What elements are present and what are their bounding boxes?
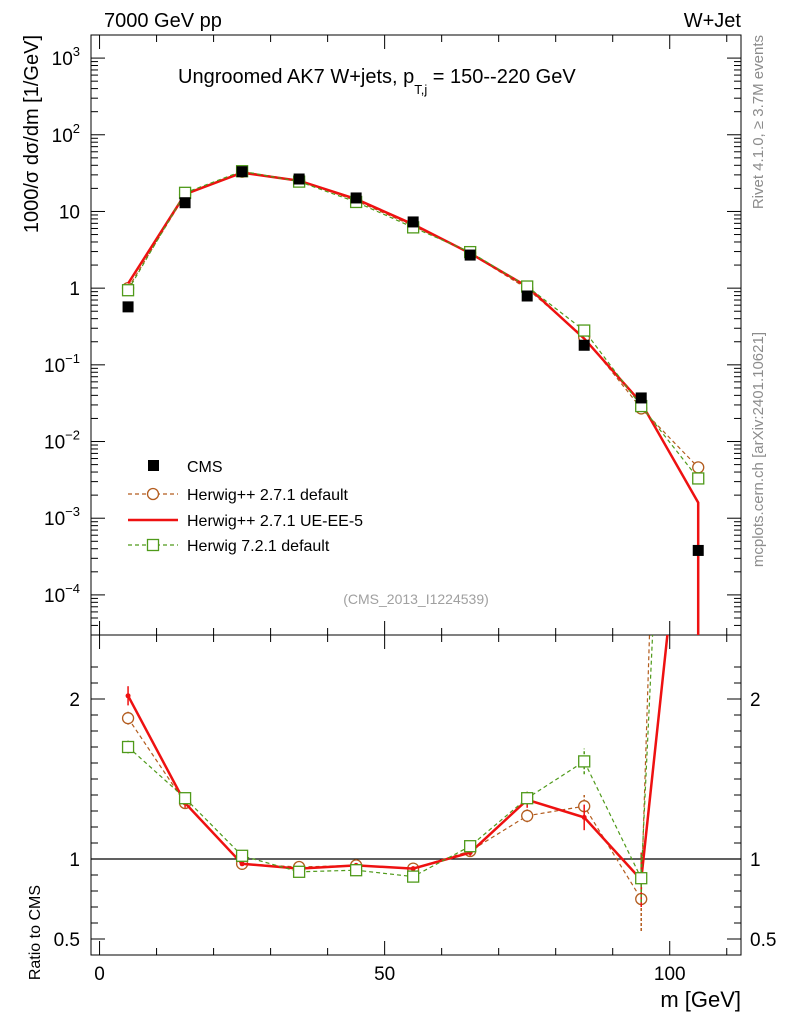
legend-marker-herwigpp-default	[146, 487, 160, 501]
y-tick-label: 10−4	[44, 581, 80, 607]
series-point-herwig-7-2-1-default	[578, 324, 591, 337]
analysis-id: (CMS_2013_I1224539)	[343, 591, 489, 607]
ratio-point-herwig-7-2-1-default	[235, 849, 249, 862]
ratio-point-herwig-7-2-1-default	[349, 864, 363, 877]
legend-marker-herwig7	[146, 538, 160, 552]
series-line-herwig-2-7-1-default	[127, 171, 699, 468]
y-tick-label: 10	[59, 202, 80, 223]
y-tick-label: 10−2	[44, 428, 80, 454]
series-point-herwig-7-2-1-default	[521, 280, 534, 293]
ratio-point-herwig-2-7-1-default	[521, 809, 534, 822]
data-point-cms	[635, 392, 647, 404]
series-line-herwig-2-7-1-ue-ee-5	[127, 171, 700, 635]
ratio-tick-label-right: 0.5	[750, 930, 776, 951]
data-point-cms	[521, 290, 533, 302]
legend-label-herwig7: Herwig 7.2.1 default	[187, 538, 330, 555]
data-point-cms	[350, 192, 362, 204]
plot-title: Ungroomed AK7 W+jets, pT,j = 150--220 Ge…	[178, 66, 576, 97]
ratio-line-herwig-2-7-1-ue-ee-5	[126, 635, 669, 883]
data-point-cms	[692, 544, 704, 556]
x-tick-label: 50	[374, 964, 395, 985]
ratio-tick-label-left: 0.5	[54, 930, 80, 951]
ratio-point-herwig-7-2-1-default	[521, 792, 534, 805]
ratio-point-herwig-2-7-1-ue-ee-5	[239, 861, 245, 867]
y-tick-label: 103	[52, 44, 80, 70]
y-axis-label: 1000/σ dσ/dm [1/GeV]	[21, 35, 43, 233]
legend-label-herwigpp-ueee5: Herwig++ 2.7.1 UE-EE-5	[187, 513, 363, 530]
ratio-tick-label-right: 1	[750, 850, 761, 871]
series-point-herwig-7-2-1-default	[121, 284, 135, 297]
energy-label: 7000 GeV pp	[104, 10, 222, 32]
data-point-cms	[464, 249, 476, 261]
ratio-point-herwig-7-2-1-default	[292, 865, 306, 878]
ratio-point-herwig-7-2-1-default	[464, 840, 477, 853]
process-label: W+Jet	[684, 10, 742, 32]
ratio-point-herwig-2-7-1-ue-ee-5	[125, 693, 131, 699]
ratio-series-group	[121, 345, 701, 931]
ratio-line-herwig-2-7-1-default	[127, 635, 651, 902]
data-point-cms	[122, 301, 134, 313]
ratio-tick-label-right: 2	[750, 690, 761, 711]
legend: CMS Herwig++ 2.7.1 default Herwig++ 2.7.…	[128, 459, 363, 555]
ratio-point-herwig-7-2-1-default	[406, 870, 420, 883]
ratio-point-herwig-7-2-1-default	[635, 872, 648, 885]
series-point-herwig-2-7-1-default	[692, 461, 705, 474]
legend-marker-cms	[148, 460, 159, 471]
data-point-cms	[407, 216, 419, 228]
series-point-herwig-7-2-1-default	[178, 186, 192, 199]
ratio-point-herwig-7-2-1-default	[121, 740, 135, 754]
data-point-cms	[578, 339, 590, 351]
ratio-tick-label-left: 1	[69, 850, 80, 871]
legend-label-cms: CMS	[187, 459, 223, 476]
ratio-point-herwig-2-7-1-ue-ee-5	[581, 814, 587, 820]
rivet-label: Rivet 4.1.0, ≥ 3.7M events	[750, 35, 767, 209]
x-tick-label: 0	[94, 964, 105, 985]
ratio-axis-label: Ratio to CMS	[27, 885, 44, 980]
y-tick-label: 10−3	[44, 504, 80, 530]
series-point-herwig-7-2-1-default	[692, 472, 705, 485]
ratio-point-herwig-7-2-1-default	[578, 755, 591, 768]
ratio-tick-label-left: 2	[69, 690, 80, 711]
y-tick-label: 1	[69, 279, 80, 300]
ratio-point-herwig-2-7-1-default	[121, 712, 135, 725]
y-tick-label: 10−1	[44, 351, 80, 377]
data-point-cms	[179, 197, 191, 209]
y-tick-label: 102	[52, 121, 80, 147]
x-axis-label: m [GeV]	[660, 987, 741, 1012]
main-series-group	[121, 165, 705, 635]
data-point-cms	[293, 173, 305, 185]
ratio-line-herwig-7-2-1-default	[127, 635, 654, 879]
ratio-point-herwig-2-7-1-ue-ee-5	[696, 345, 701, 350]
x-tick-label: 100	[654, 964, 686, 985]
series-layer	[121, 165, 705, 931]
data-point-cms	[236, 166, 248, 178]
legend-label-herwigpp-default: Herwig++ 2.7.1 default	[187, 487, 349, 504]
mcplots-label: mcplots.cern.ch [arXiv:2401.10621]	[750, 332, 767, 567]
ratio-point-herwig-7-2-1-default	[178, 792, 192, 805]
ratio-point-herwig-2-7-1-ue-ee-5	[410, 866, 416, 872]
